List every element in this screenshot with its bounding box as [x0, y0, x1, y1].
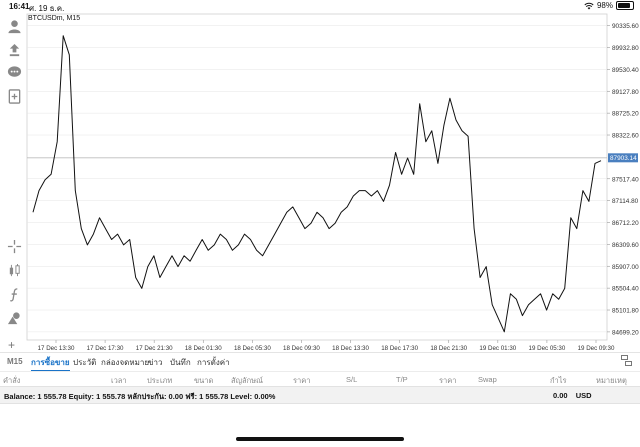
chart-frame [26, 13, 608, 341]
status-right: 98% [584, 1, 634, 10]
y-tick-label: 85504.40 [612, 286, 639, 293]
x-tick-label: 18 Dec 13:30 [332, 345, 369, 352]
y-tick-label: 89127.80 [612, 89, 639, 96]
new-order-icon[interactable] [6, 88, 22, 104]
col-type: ประเภท [147, 376, 173, 385]
col-swap: Swap [478, 375, 497, 384]
x-tick-label: 17 Dec 21:30 [136, 345, 173, 352]
objects-icon[interactable] [6, 310, 22, 326]
wifi-icon [584, 2, 594, 9]
col-comment: หมายเหตุ [596, 376, 627, 385]
y-tick-label: 85907.00 [612, 264, 639, 271]
tabs-bar: การซื้อขาย ประวัติ กล่องจดหมาย ข่าว บันท… [0, 352, 640, 371]
status-date: ศ. 19 ธ.ค. [29, 4, 65, 13]
tab-history[interactable]: ประวัติ [73, 358, 97, 367]
home-indicator [236, 437, 404, 441]
col-time: เวลา [111, 376, 127, 385]
y-tick-label: 86712.20 [612, 220, 639, 227]
y-tick-label: 87114.80 [612, 198, 639, 205]
x-tick-label: 18 Dec 17:30 [381, 345, 418, 352]
tab-mailbox[interactable]: กล่องจดหมาย [101, 358, 150, 367]
current-price-label: 87903.14 [610, 155, 637, 162]
tab-trade[interactable]: การซื้อขาย [31, 356, 70, 371]
current-price-tag [608, 153, 638, 163]
one-click-trade-icon[interactable] [6, 42, 22, 58]
col-sl: S/L [346, 375, 358, 384]
chart-area[interactable]: 90335.60 89932.80 89530.40 89127.80 88725.20… [0, 0, 640, 355]
price-chart[interactable]: 90335.60 89932.80 89530.40 89127.80 88725.20… [0, 0, 640, 355]
y-tick-label: 87517.40 [612, 176, 639, 183]
timeframe-label[interactable]: M15 [7, 357, 23, 366]
orders-columns-header: คำสั่ง เวลา ประเภท ขนาด สัญลักษณ์ ราคา S… [0, 371, 640, 386]
profit-value: 0.00 [553, 391, 568, 400]
account-profit: 0.00 USD [553, 391, 592, 400]
x-tick-label: 17 Dec 13:30 [38, 345, 75, 352]
add-icon[interactable]: + [8, 338, 16, 352]
account-summary-row: Balance: 1 555.78 Equity: 1 555.78 หลักป… [0, 386, 640, 404]
tab-news[interactable]: ข่าว [148, 358, 163, 367]
tab-journal[interactable]: บันทึก [170, 358, 191, 367]
x-tick-label: 18 Dec 21:30 [430, 345, 467, 352]
crosshair-icon[interactable] [6, 238, 22, 254]
chart-symbol-label: BTCUSDm, M15 [28, 15, 81, 22]
col-order: คำสั่ง [3, 376, 21, 385]
panel-icon[interactable] [621, 355, 632, 366]
y-tick-label: 88725.20 [612, 111, 639, 118]
indicators-icon[interactable] [6, 286, 22, 302]
y-tick-label: 89932.80 [612, 45, 639, 52]
col-price-current: ราคา [439, 376, 457, 385]
x-tick-label: 19 Dec 01:30 [479, 345, 516, 352]
col-volume: ขนาด [194, 376, 214, 385]
col-profit: กำไร [550, 376, 567, 385]
status-bar: 16:41 ศ. 19 ธ.ค. 98% [0, 0, 640, 14]
bottom-tabs: M15 [0, 352, 640, 371]
x-tick-label: 18 Dec 09:30 [283, 345, 320, 352]
chat-icon[interactable] [6, 64, 22, 80]
candles-icon[interactable] [6, 262, 22, 278]
account-summary: Balance: 1 555.78 Equity: 1 555.78 หลักป… [4, 392, 276, 401]
price-series-line [32, 35, 602, 333]
x-tick-label: 18 Dec 01:30 [185, 345, 222, 352]
tab-settings[interactable]: การตั้งค่า [197, 358, 230, 367]
x-tick-label: 19 Dec 09:30 [578, 345, 615, 352]
y-tick-label: 88322.60 [612, 133, 639, 140]
status-time: 16:41 [9, 2, 30, 11]
battery-percent: 98% [596, 1, 613, 10]
col-tp: T/P [396, 375, 408, 384]
left-toolbar [0, 12, 26, 342]
y-tick-label: 84699.20 [612, 329, 639, 336]
y-tick-label: 89530.40 [612, 67, 639, 74]
profit-currency: USD [575, 391, 592, 400]
col-price: ราคา [293, 376, 311, 385]
col-symbol: สัญลักษณ์ [231, 376, 264, 385]
x-tick-label: 18 Dec 05:30 [234, 345, 271, 352]
x-tick-label: 19 Dec 05:30 [529, 345, 566, 352]
x-tick-label: 17 Dec 17:30 [87, 345, 124, 352]
y-tick-label: 86309.60 [612, 242, 639, 249]
account-icon[interactable] [6, 18, 22, 34]
y-tick-label: 90335.60 [612, 23, 639, 30]
battery-icon [616, 1, 634, 10]
y-tick-label: 85101.80 [612, 308, 639, 315]
